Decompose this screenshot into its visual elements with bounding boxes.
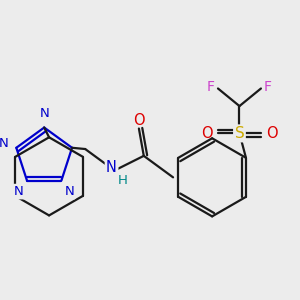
Text: F: F [264,80,272,94]
Text: N: N [14,185,24,198]
Text: O: O [202,126,213,141]
Text: H: H [117,174,127,187]
Text: N: N [0,137,8,150]
Text: N: N [106,160,117,175]
Text: N: N [64,185,74,198]
Text: O: O [266,126,278,141]
Text: F: F [207,80,215,94]
Text: S: S [235,126,244,141]
Text: N: N [39,107,49,120]
Text: O: O [133,113,145,128]
